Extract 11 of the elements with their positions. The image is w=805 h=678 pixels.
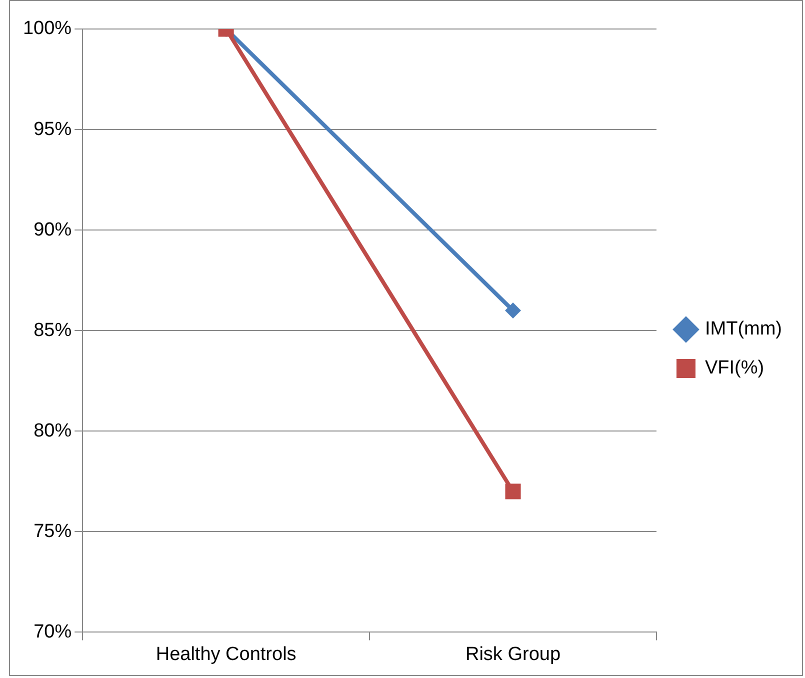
y-tick-label: 85% bbox=[34, 320, 72, 341]
x-tick-label: Healthy Controls bbox=[156, 644, 296, 665]
y-tick-label: 75% bbox=[34, 520, 72, 542]
y-tick-label: 80% bbox=[34, 420, 72, 442]
legend-label: IMT(mm) bbox=[704, 318, 782, 340]
y-tick-label: 90% bbox=[34, 219, 72, 240]
y-tick-label: 100% bbox=[22, 18, 72, 40]
y-tick-label: 95% bbox=[34, 118, 72, 140]
x-tick-label: Risk Group bbox=[465, 644, 561, 665]
y-tick-label: 70% bbox=[34, 621, 72, 642]
legend-label: VFI(%) bbox=[704, 358, 764, 379]
